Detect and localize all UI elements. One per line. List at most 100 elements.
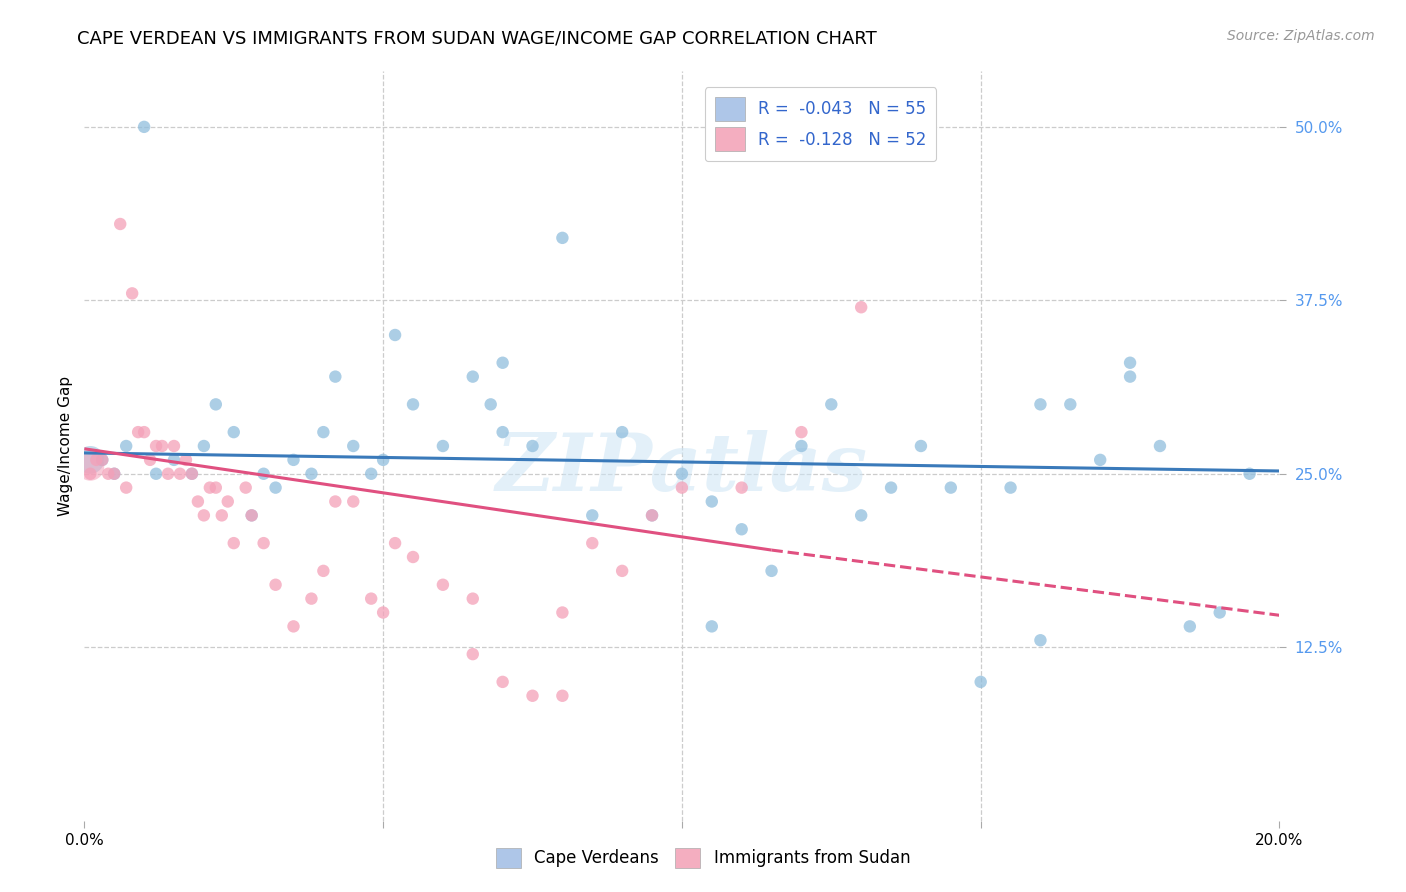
Point	[169, 467, 191, 481]
Point	[86, 453, 108, 467]
Point	[384, 328, 406, 343]
Point	[264, 481, 287, 495]
Point	[790, 439, 813, 453]
Point	[910, 439, 932, 453]
Point	[253, 467, 276, 481]
Point	[402, 549, 425, 564]
Point	[1059, 397, 1081, 411]
Point	[970, 674, 993, 689]
Point	[253, 536, 276, 550]
Point	[187, 494, 209, 508]
Point	[1178, 619, 1201, 633]
Point	[193, 439, 215, 453]
Point	[325, 494, 347, 508]
Point	[79, 467, 101, 481]
Point	[432, 578, 454, 592]
Point	[1090, 453, 1112, 467]
Point	[193, 508, 215, 523]
Point	[641, 508, 664, 523]
Point	[432, 439, 454, 453]
Point	[283, 453, 305, 467]
Point	[1239, 467, 1261, 481]
Point	[700, 494, 723, 508]
Point	[163, 439, 186, 453]
Point	[217, 494, 239, 508]
Point	[205, 481, 228, 495]
Point	[360, 467, 382, 481]
Point	[551, 689, 574, 703]
Point	[1209, 606, 1232, 620]
Point	[731, 522, 754, 536]
Point	[97, 467, 120, 481]
Point	[139, 453, 162, 467]
Point	[91, 453, 114, 467]
Point	[163, 453, 186, 467]
Point	[312, 425, 335, 439]
Point	[612, 564, 634, 578]
Point	[301, 591, 323, 606]
Point	[103, 467, 125, 481]
Point	[360, 591, 382, 606]
Point	[115, 481, 138, 495]
Point	[492, 674, 515, 689]
Point	[132, 425, 156, 439]
Point	[880, 481, 903, 495]
Point	[91, 453, 114, 467]
Text: Source: ZipAtlas.com: Source: ZipAtlas.com	[1227, 29, 1375, 44]
Point	[761, 564, 783, 578]
Legend: Cape Verdeans, Immigrants from Sudan: Cape Verdeans, Immigrants from Sudan	[489, 841, 917, 875]
Point	[939, 481, 962, 495]
Point	[157, 467, 180, 481]
Point	[181, 467, 204, 481]
Point	[325, 369, 347, 384]
Point	[174, 453, 197, 467]
Point	[492, 356, 515, 370]
Point	[222, 536, 245, 550]
Point	[145, 439, 167, 453]
Point	[700, 619, 723, 633]
Point	[1119, 356, 1142, 370]
Point	[1029, 397, 1052, 411]
Point	[181, 467, 204, 481]
Point	[342, 494, 364, 508]
Point	[1149, 439, 1171, 453]
Point	[103, 467, 125, 481]
Point	[110, 217, 132, 231]
Point	[790, 425, 813, 439]
Point	[132, 120, 156, 134]
Point	[79, 453, 101, 467]
Point	[264, 578, 287, 592]
Point	[820, 397, 842, 411]
Point	[671, 481, 693, 495]
Point	[581, 508, 603, 523]
Point	[312, 564, 335, 578]
Point	[121, 286, 143, 301]
Point	[522, 439, 544, 453]
Point	[461, 647, 484, 661]
Point	[211, 508, 233, 523]
Point	[461, 369, 484, 384]
Point	[240, 508, 263, 523]
Point	[150, 439, 173, 453]
Point	[127, 425, 149, 439]
Point	[731, 481, 754, 495]
Point	[301, 467, 323, 481]
Point	[373, 453, 395, 467]
Point	[373, 606, 395, 620]
Point	[551, 231, 574, 245]
Point	[581, 536, 603, 550]
Point	[402, 397, 425, 411]
Point	[1000, 481, 1022, 495]
Point	[384, 536, 406, 550]
Point	[551, 606, 574, 620]
Legend: R =  -0.043   N = 55, R =  -0.128   N = 52: R = -0.043 N = 55, R = -0.128 N = 52	[704, 87, 936, 161]
Text: ZIPatlas: ZIPatlas	[496, 430, 868, 508]
Point	[145, 467, 167, 481]
Point	[461, 591, 484, 606]
Point	[283, 619, 305, 633]
Point	[240, 508, 263, 523]
Point	[79, 459, 101, 474]
Text: CAPE VERDEAN VS IMMIGRANTS FROM SUDAN WAGE/INCOME GAP CORRELATION CHART: CAPE VERDEAN VS IMMIGRANTS FROM SUDAN WA…	[77, 29, 877, 47]
Point	[115, 439, 138, 453]
Point	[222, 425, 245, 439]
